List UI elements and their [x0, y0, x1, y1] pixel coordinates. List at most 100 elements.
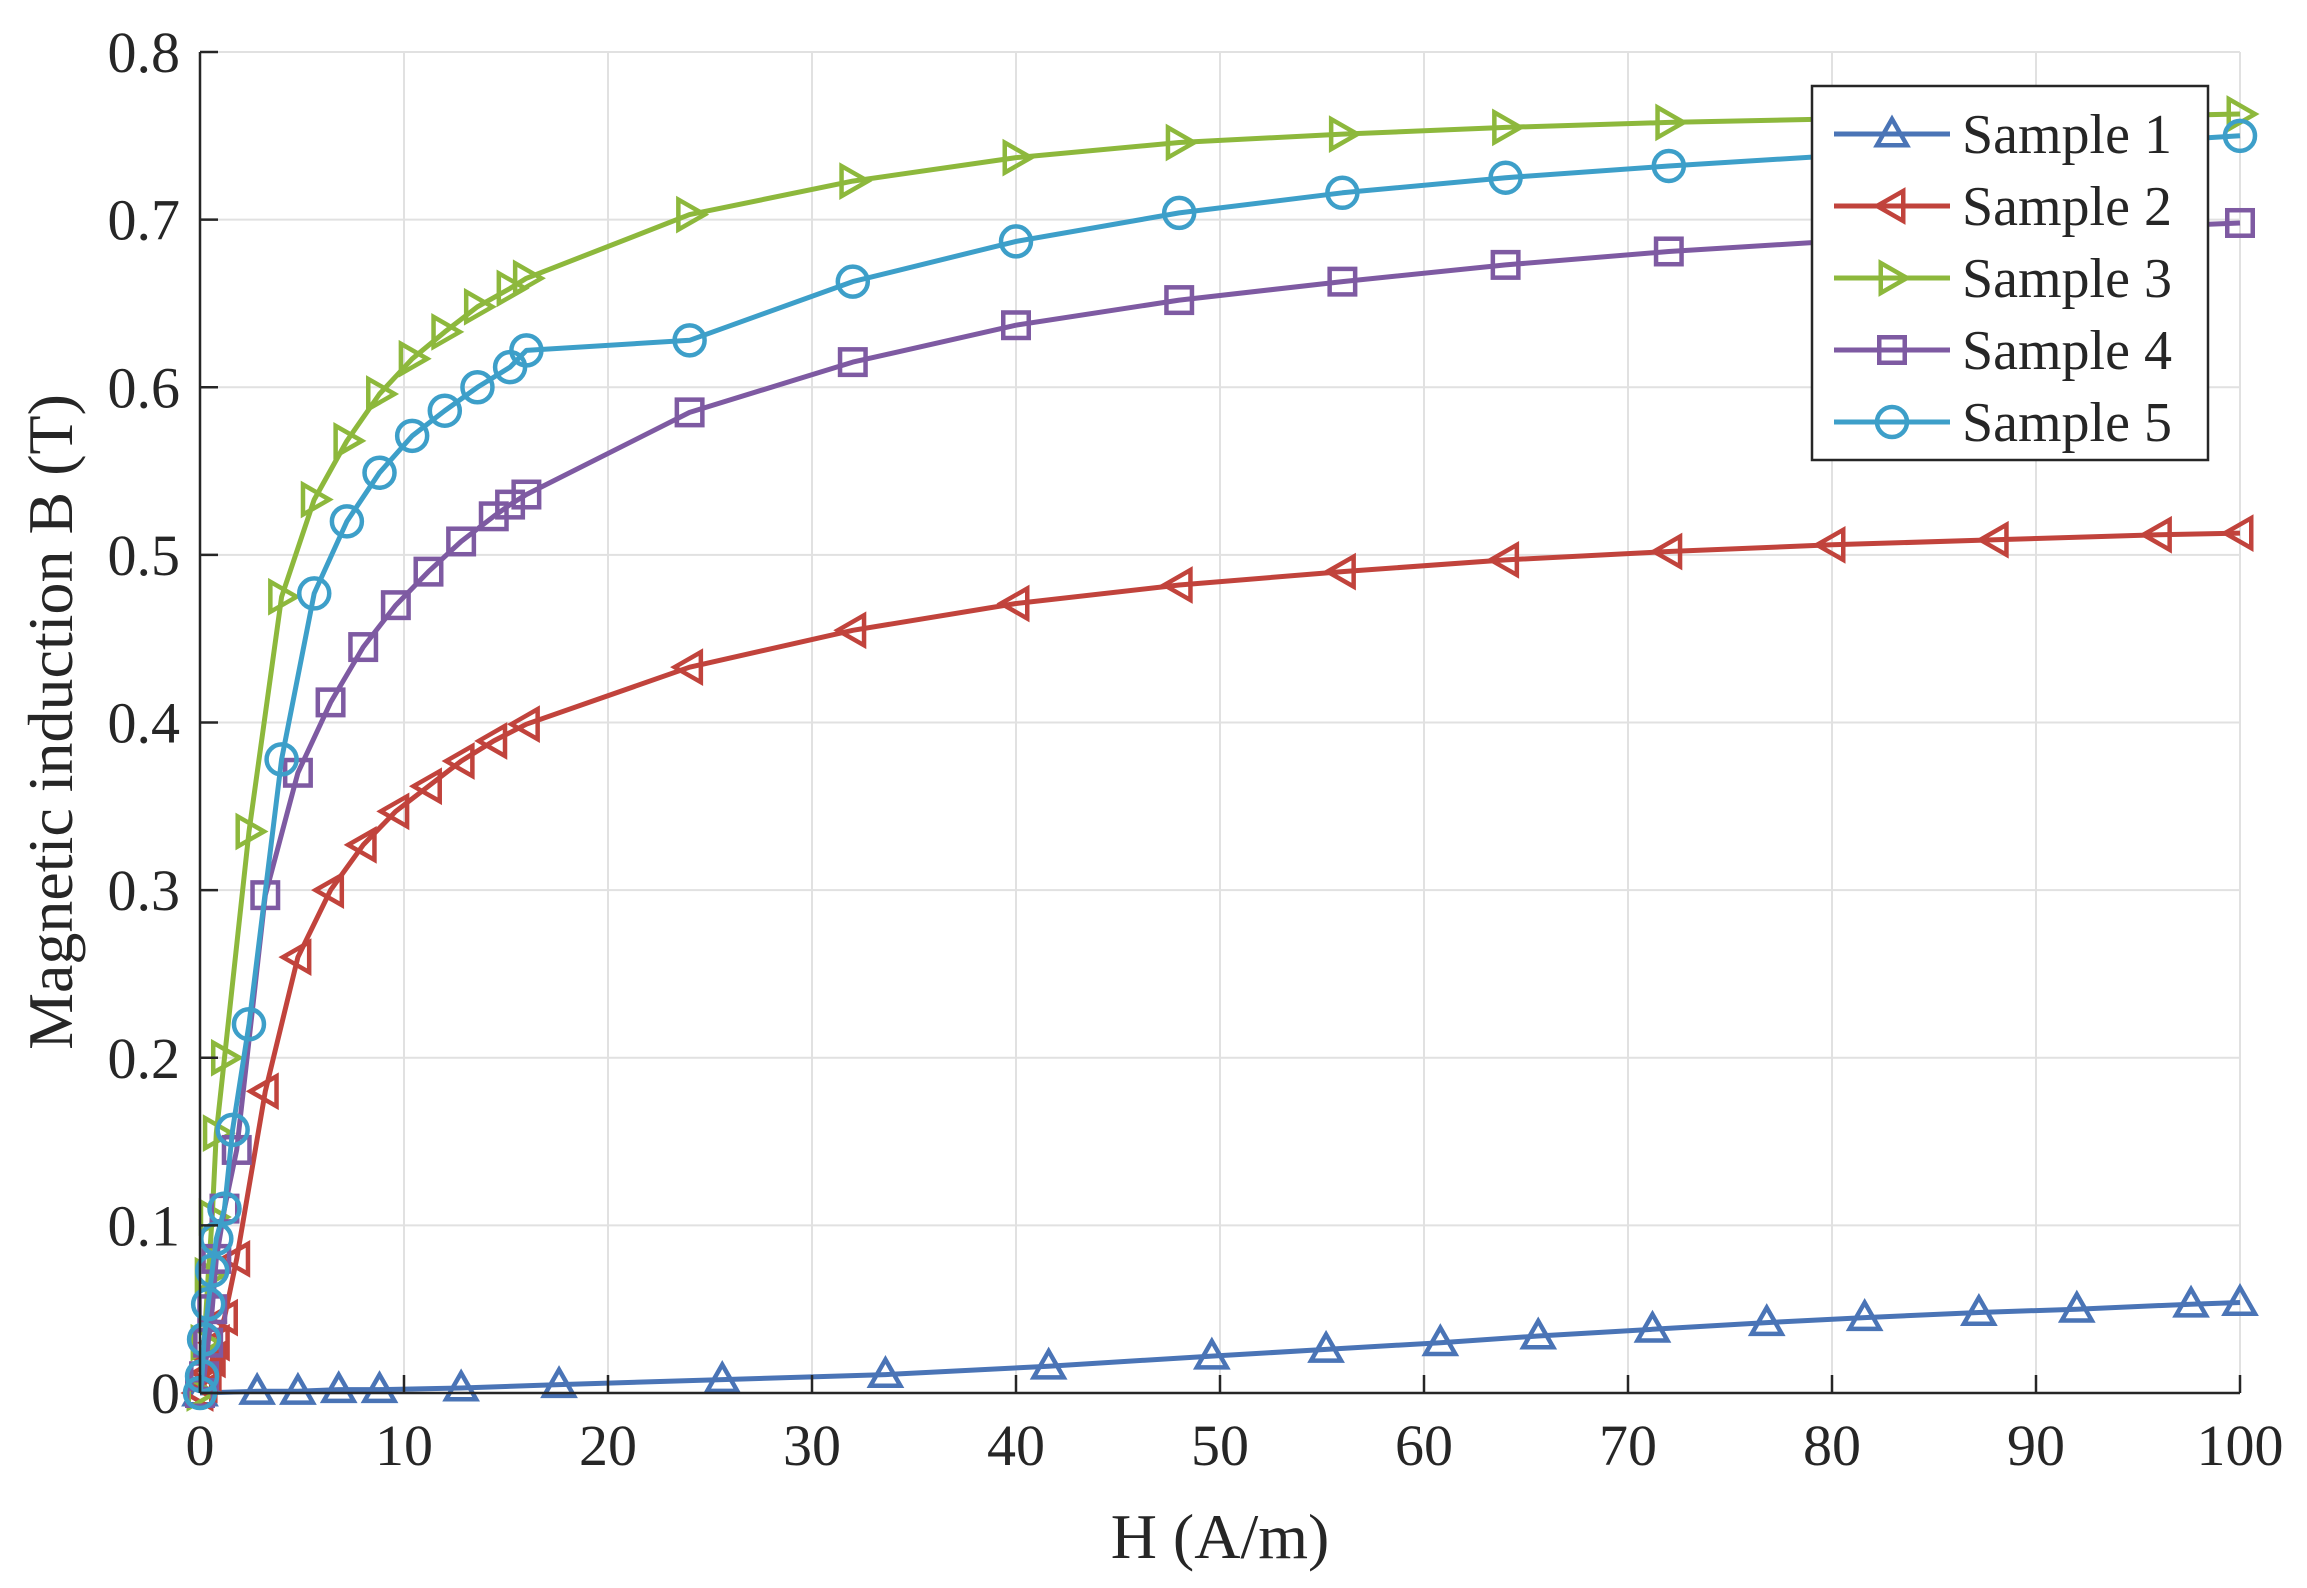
data-point	[446, 526, 477, 557]
data-point	[496, 269, 530, 308]
data-point	[235, 812, 269, 851]
legend-item: Sample 5	[1834, 392, 2172, 454]
legend-label: Sample 1	[1962, 104, 2172, 166]
data-point	[238, 1371, 276, 1405]
data-point	[278, 938, 312, 977]
data-point	[1002, 138, 1036, 177]
x-tick-label: 30	[783, 1413, 841, 1478]
data-point	[2220, 514, 2254, 552]
data-point	[408, 767, 442, 806]
y-tick-label: 0.3	[108, 858, 181, 923]
legend-marker	[1872, 187, 1906, 225]
data-point	[333, 422, 367, 460]
data-point	[279, 1371, 317, 1405]
y-tick-label: 0.4	[108, 691, 181, 756]
data-point	[540, 1365, 578, 1399]
data-point	[1519, 1316, 1558, 1350]
series-line	[197, 220, 2241, 1394]
data-point	[1164, 285, 1195, 316]
data-point	[1649, 532, 1683, 571]
y-axis-label: Magnetic induction B (T)	[15, 394, 86, 1050]
data-point	[1655, 103, 1689, 142]
data-point	[703, 1360, 742, 1394]
data-point	[1192, 1336, 1231, 1370]
legend-box	[1810, 84, 2210, 462]
data-point	[1975, 520, 2009, 559]
data-point	[2138, 515, 2172, 554]
data-point	[207, 1191, 242, 1226]
data-point	[1325, 175, 1360, 211]
data-point	[362, 455, 397, 490]
axes	[198, 50, 2242, 1395]
data-point	[474, 722, 508, 760]
data-point	[1845, 1298, 1884, 1332]
data-point	[268, 577, 302, 616]
data-point	[2221, 1282, 2259, 1316]
data-point	[2222, 118, 2258, 154]
data-point	[311, 871, 345, 910]
data-point	[348, 632, 379, 663]
data-point	[1486, 541, 1520, 579]
legend-label: Sample 3	[1962, 248, 2172, 310]
data-point	[1633, 1309, 1672, 1343]
data-point	[998, 224, 1034, 259]
data-point	[413, 556, 444, 587]
data-point	[833, 611, 867, 650]
data-point	[460, 370, 495, 405]
data-point	[495, 489, 526, 520]
y-tick-label: 0.7	[108, 188, 181, 253]
data-point	[670, 648, 704, 687]
data-point	[512, 259, 546, 298]
data-point	[2172, 1284, 2210, 1318]
data-point	[837, 347, 868, 378]
data-point	[315, 687, 346, 718]
data-point	[1327, 266, 1358, 297]
data-point	[296, 576, 332, 611]
data-point	[866, 1355, 905, 1389]
data-point	[463, 287, 497, 326]
data-point	[1029, 1346, 1068, 1380]
x-tick-label: 20	[579, 1413, 637, 1478]
data-point	[506, 705, 540, 744]
data-point	[1159, 566, 1193, 604]
data-point	[1492, 108, 1526, 147]
series-line	[197, 133, 2241, 1394]
data-point	[366, 375, 400, 413]
y-tick-label: 0.1	[108, 1193, 181, 1258]
data-point	[343, 825, 377, 864]
data-point	[839, 162, 873, 200]
data-point	[674, 397, 705, 428]
data-point	[329, 504, 365, 539]
legend-item: Sample 4	[1834, 320, 2172, 382]
data-point	[427, 393, 463, 428]
x-tick-label: 90	[2007, 1413, 2065, 1478]
data-point	[194, 1253, 230, 1288]
data-point	[996, 584, 1030, 623]
data-point	[1161, 195, 1197, 231]
data-point	[1488, 160, 1523, 195]
series-line	[197, 111, 2241, 1394]
data-point	[184, 1358, 220, 1394]
x-tick-label: 100	[2197, 1413, 2284, 1478]
legend-item: Sample 3	[1834, 248, 2172, 310]
data-point	[1421, 1323, 1460, 1357]
x-axis-label: H (A/m)	[1111, 1501, 1330, 1572]
legend-item: Sample 2	[1834, 176, 2172, 238]
data-point	[215, 1112, 250, 1148]
legend-label: Sample 4	[1962, 320, 2172, 382]
series-layer	[180, 95, 2260, 1412]
data-point	[442, 1368, 480, 1402]
data-point	[1651, 148, 1687, 184]
legend-marker	[1874, 404, 1910, 440]
tick-labels: 0 10 20 30 40 50 60 70 80 90 100 0 0.1 0.2 0.3 0.4 0.5 0.…	[108, 20, 2284, 1478]
data-point	[2225, 207, 2255, 238]
data-point	[441, 742, 475, 780]
y-tick-label: 0.5	[108, 523, 181, 588]
data-point	[1747, 1303, 1786, 1337]
data-point	[1328, 115, 1362, 154]
data-point	[511, 479, 542, 510]
data-point	[672, 323, 707, 358]
legend-label: Sample 2	[1962, 176, 2172, 238]
x-tick-label: 70	[1599, 1413, 1657, 1478]
data-point	[221, 1134, 252, 1165]
